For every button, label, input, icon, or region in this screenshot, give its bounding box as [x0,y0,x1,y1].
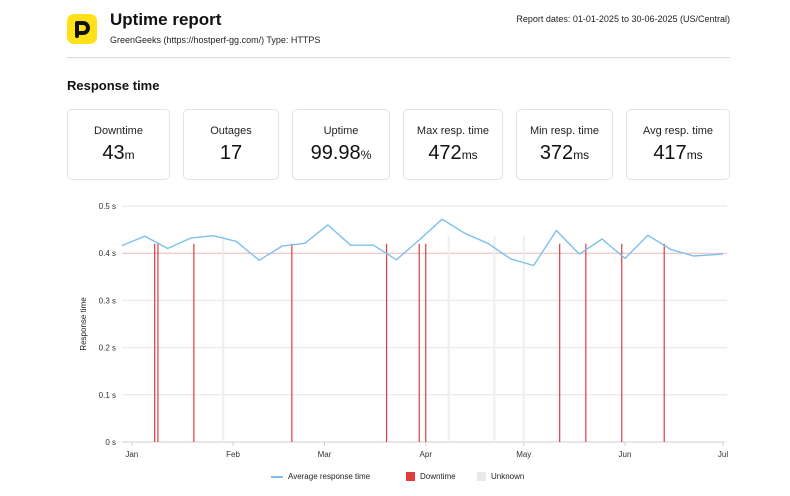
downtime-bar [157,243,159,442]
unknown-bar [493,236,496,442]
app-logo [67,14,97,44]
stat-value: 417ms [653,142,703,164]
unknown-bar [222,236,225,442]
stat-card-max-resp: Max resp. time 472ms [403,109,503,180]
header-divider [67,57,730,58]
downtime-bar [425,243,427,442]
series-line-average-response [121,218,724,267]
downtime-bar [291,243,293,442]
logo-icon [75,21,90,38]
unknown-bar [522,236,525,442]
stat-label: Uptime [323,125,359,137]
legend-label: Downtime [420,472,456,481]
downtime-bar [585,243,587,442]
downtime-bar [559,243,561,442]
stat-label: Avg resp. time [642,125,714,137]
legend-downtime-swatch [406,472,415,481]
stat-value: 99.98% [310,142,372,164]
section-title: Response time [67,78,160,93]
stat-value: 472ms [428,142,478,164]
response-time-chart: 0 s 0.1 s 0.2 s 0.3 s 0.4 s 0.5 s Jan Feb Mar Apr… [79,202,728,459]
stat-value: 43m [102,142,135,164]
y-tick-label: 0.1 s [99,391,116,400]
legend-item-average: Average response time [271,472,370,481]
monitor-subtitle: GreenGeeks (https://hostperf-gg.com/) Ty… [110,35,321,45]
stat-card-outages: Outages 17 [183,109,279,180]
x-tick-label: Apr [420,450,433,459]
legend-item-downtime: Downtime [406,472,456,481]
x-tick-label: Feb [226,450,240,459]
x-tick-label: Jul [718,450,728,459]
x-tick-label: Jun [619,450,632,459]
stat-label: Outages [210,125,252,137]
legend-unknown-swatch [477,472,486,481]
downtime-bar [193,243,195,442]
page-title: Uptime report [110,10,222,29]
legend-line-swatch [271,475,283,478]
y-tick-label: 0.2 s [99,344,116,353]
downtime-bar [663,243,665,442]
downtime-bar [418,243,420,442]
y-tick-label: 0 s [105,438,116,447]
y-tick-label: 0.4 s [99,249,116,258]
x-tick-label: Jan [125,450,138,459]
stat-card-min-resp: Min resp. time 372ms [516,109,613,180]
unknown-bar [447,236,450,442]
downtime-bar [154,243,156,442]
y-tick-label: 0.3 s [99,296,116,305]
y-axis-title: Response time [79,297,88,351]
report-dates: Report dates: 01-01-2025 to 30-06-2025 (… [516,14,730,24]
downtime-bar [385,243,388,442]
x-tick-label: May [516,450,531,459]
downtime-bar [621,243,623,442]
legend-label: Unknown [491,472,525,481]
stat-label: Max resp. time [416,125,490,137]
stat-value: 17 [219,142,243,164]
stat-card-downtime: Downtime 43m [67,109,170,180]
y-tick-label: 0.5 s [99,202,116,211]
stat-label: Min resp. time [529,125,600,137]
legend-label: Average response time [288,472,371,481]
chart-legend: Average response time Downtime Unknown [0,472,790,486]
stat-label: Downtime [94,125,143,137]
stat-card-avg-resp: Avg resp. time 417ms [626,109,730,180]
legend-item-unknown: Unknown [477,472,524,481]
stat-value: 372ms [539,142,590,164]
x-tick-label: Mar [318,450,332,459]
stat-card-uptime: Uptime 99.98% [292,109,390,180]
